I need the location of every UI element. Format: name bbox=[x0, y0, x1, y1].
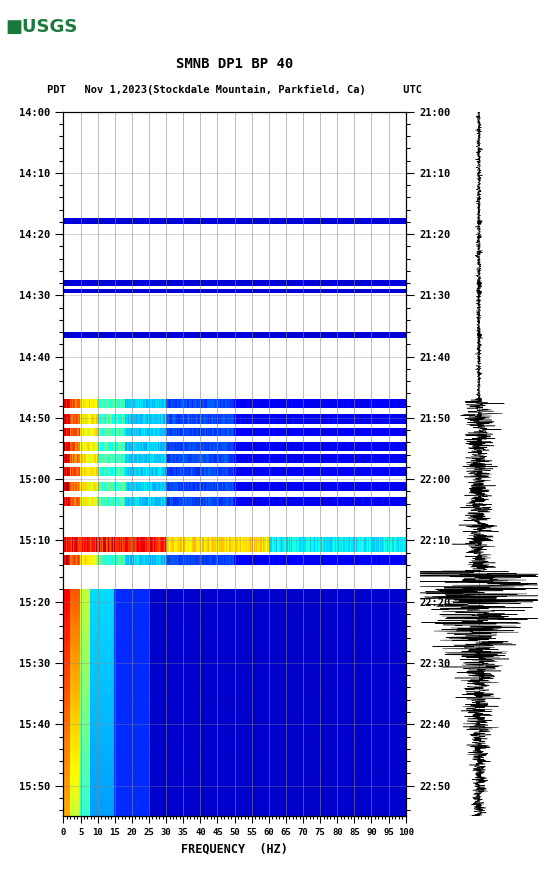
Text: SMNB DP1 BP 40: SMNB DP1 BP 40 bbox=[176, 57, 293, 71]
X-axis label: FREQUENCY  (HZ): FREQUENCY (HZ) bbox=[181, 843, 288, 855]
Text: PDT   Nov 1,2023(Stockdale Mountain, Parkfield, Ca)      UTC: PDT Nov 1,2023(Stockdale Mountain, Parkf… bbox=[47, 85, 422, 95]
Text: ■USGS: ■USGS bbox=[6, 18, 78, 36]
